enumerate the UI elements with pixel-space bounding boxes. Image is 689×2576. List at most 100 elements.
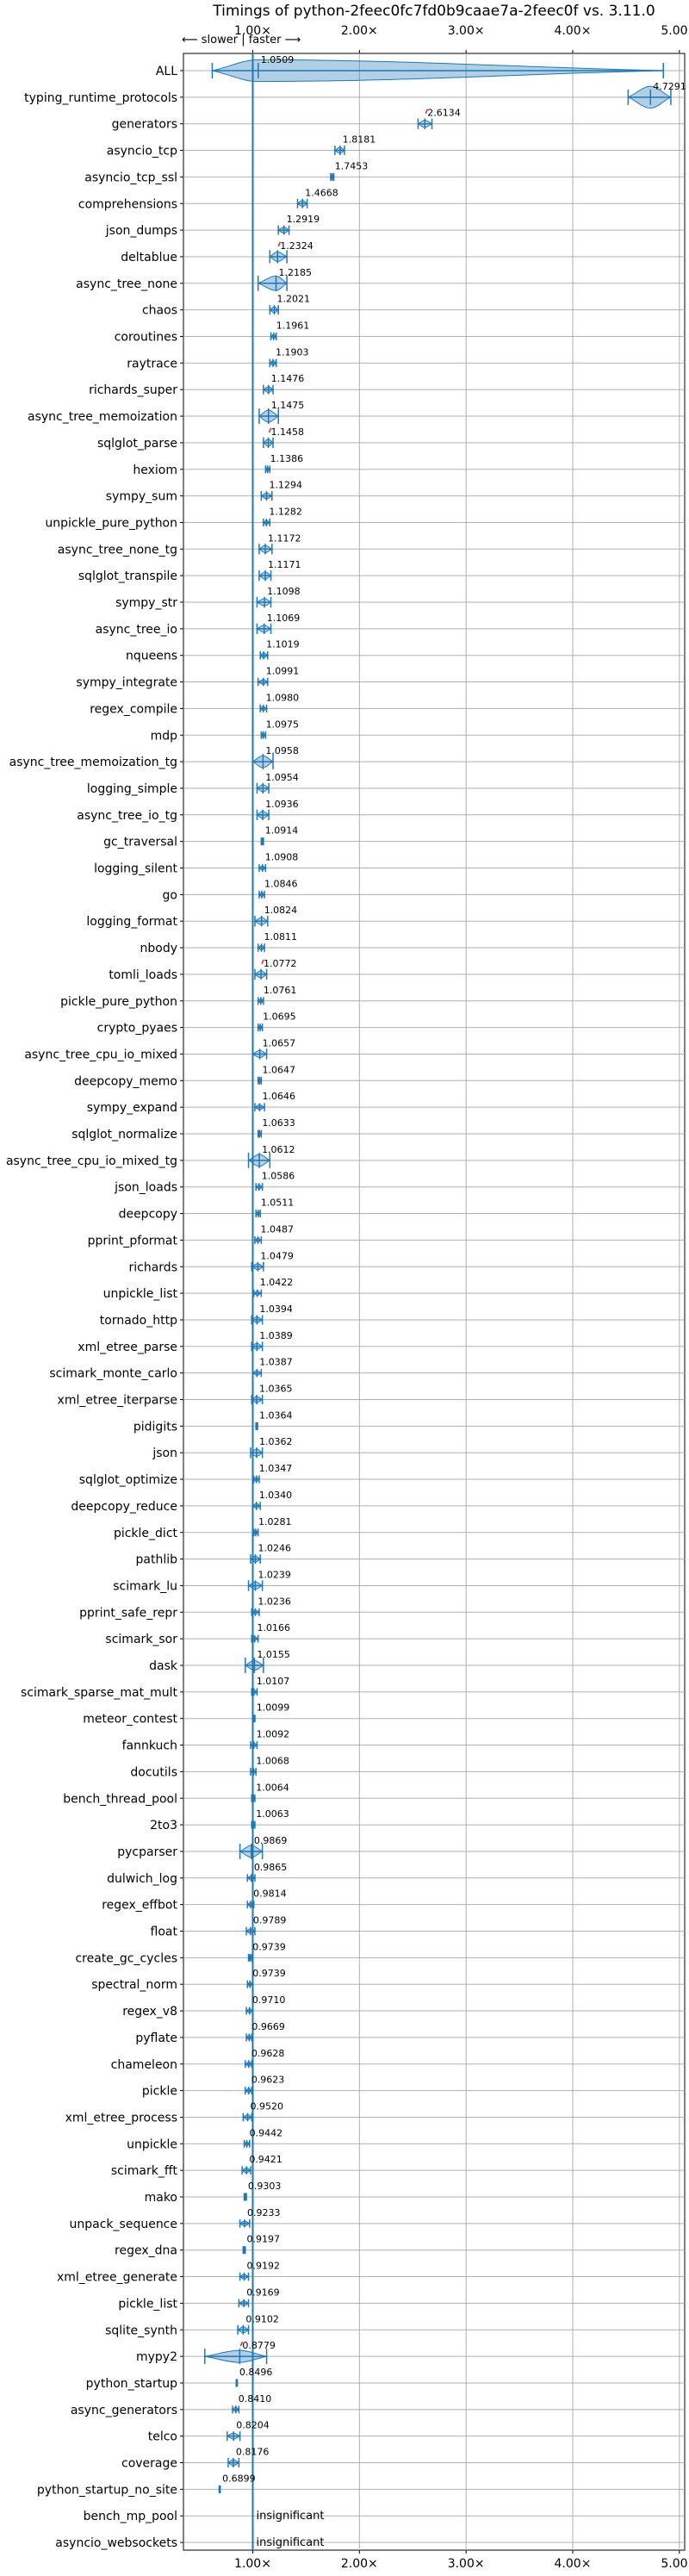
y-tick-label: sqlglot_optimize <box>79 1473 177 1487</box>
y-tick-label: mypy2 <box>136 2350 177 2364</box>
y-tick-label: sqlglot_transpile <box>78 569 177 583</box>
y-tick-label: xml_etree_generate <box>57 2271 177 2285</box>
y-tick-label: richards_super <box>89 383 177 397</box>
y-tick-label: bench_mp_pool <box>84 2510 177 2523</box>
value-label: 1.1069 <box>267 613 301 624</box>
x-tick-label-top: 1.00× <box>234 24 271 38</box>
value-label: 0.9865 <box>254 1862 288 1873</box>
y-tick-label: pickle <box>142 2085 177 2099</box>
value-label: 1.7453 <box>335 160 369 171</box>
value-label: 1.0394 <box>259 1304 293 1315</box>
violin-chaos: 1.2021 <box>269 294 310 315</box>
value-label: 0.9442 <box>250 2127 283 2138</box>
y-tick-label: logging_simple <box>87 782 177 796</box>
violin-sqlglot_normalize: 1.0633 <box>257 1117 295 1138</box>
y-tick-label: unpickle_pure_python <box>45 516 177 530</box>
value-label: 0.9669 <box>251 2021 285 2032</box>
value-label: 1.0155 <box>257 1649 290 1660</box>
value-label: 0.9739 <box>252 1968 286 1979</box>
violin-crypto_pyaes: 1.0695 <box>257 1011 296 1032</box>
violin-xml_etree_parse: 1.0389 <box>251 1330 293 1352</box>
value-label: 0.6899 <box>222 2473 256 2484</box>
value-label: 1.0657 <box>263 1037 296 1048</box>
value-label: 1.0647 <box>263 1064 296 1075</box>
y-tick-label: pycparser <box>117 1845 177 1859</box>
y-tick-label: bench_thread_pool <box>63 1792 177 1806</box>
violin-raytrace: 1.1903 <box>269 346 309 368</box>
x-tick-label-bottom: 2.00× <box>341 2557 378 2571</box>
value-label: 1.2324 <box>280 240 313 252</box>
violin-dask: 1.0155 <box>244 1649 290 1673</box>
violin-hexiom: 1.1386 <box>264 453 303 474</box>
violin-xml_etree_process: 0.9520 <box>242 2100 283 2122</box>
value-label: 1.1019 <box>266 639 300 650</box>
violin-sympy_integrate: 1.0991 <box>257 666 299 687</box>
x-tick-label-top: 5.00× <box>661 24 689 38</box>
violin-async_tree_io: 1.1069 <box>256 613 301 635</box>
value-label: 1.0695 <box>263 1011 296 1023</box>
y-tick-label: sympy_integrate <box>76 676 177 690</box>
violin-pprint_safe_repr: 1.0236 <box>251 1596 291 1616</box>
violin-async_tree_cpu_io_mixed: 1.0657 <box>251 1037 296 1060</box>
violin-coroutines: 1.1961 <box>270 320 310 340</box>
violin-logging_silent: 1.0908 <box>258 852 298 872</box>
value-label: 1.1476 <box>271 373 305 384</box>
value-label: 1.0236 <box>258 1596 291 1607</box>
y-tick-label: spectral_norm <box>91 1978 177 1992</box>
value-label: 1.0099 <box>257 1702 290 1714</box>
x-tick-label-top: 2.00× <box>341 24 378 38</box>
value-label: 1.0347 <box>259 1463 293 1474</box>
y-tick-label: pprint_safe_repr <box>79 1606 177 1620</box>
violin-typing_runtime_protocols: 4.7291 <box>627 81 686 109</box>
value-label: 1.4668 <box>305 187 338 198</box>
value-label: 1.0975 <box>266 719 300 730</box>
x-tick-label-bottom: 3.00× <box>448 2557 485 2571</box>
violin-python_startup: 0.8496 <box>235 2367 272 2387</box>
y-tick-label: comprehensions <box>78 197 177 211</box>
y-tick-label: async_tree_cpu_io_mixed_tg <box>6 1154 177 1168</box>
violin-nqueens: 1.1019 <box>259 639 300 660</box>
violin-async_tree_none_tg: 1.1172 <box>258 532 301 555</box>
value-label: 1.0281 <box>258 1516 292 1528</box>
value-label: 1.1903 <box>276 346 309 358</box>
violin-scimark_lu: 1.0239 <box>247 1569 291 1591</box>
violin-pickle_dict: 1.0281 <box>252 1516 292 1537</box>
y-tick-label: deepcopy <box>119 1208 177 1222</box>
value-label: 0.9789 <box>253 1915 287 1926</box>
y-tick-label: async_tree_none <box>76 277 177 291</box>
violin-json_loads: 1.0586 <box>255 1171 295 1192</box>
value-label: 1.0166 <box>258 1622 291 1633</box>
violin-spectral_norm: 0.9739 <box>246 1968 286 1988</box>
violin-mypy2: 0.8779 <box>204 2340 276 2365</box>
violin-sqlglot_parse: 1.1458 <box>262 426 304 449</box>
value-label: 1.1098 <box>267 586 301 597</box>
y-tick-label: ALL <box>156 65 177 78</box>
value-label: 0.9710 <box>252 1994 286 2006</box>
y-tick-label: docutils <box>130 1765 177 1779</box>
y-tick-label: sympy_expand <box>87 1101 177 1115</box>
value-label: 0.9421 <box>249 2154 282 2165</box>
violin-scimark_sor: 1.0166 <box>251 1622 290 1643</box>
violin-asyncio_tcp: 1.8181 <box>333 134 376 156</box>
y-tick-label: coverage <box>121 2457 177 2471</box>
violin-asyncio_tcp_ssl: 1.7453 <box>330 160 369 181</box>
y-tick-label: pickle_dict <box>114 1527 178 1540</box>
violin-nbody: 1.0811 <box>257 931 297 952</box>
violins: 1.0509 4.7291 2.6134 1.8181 1.7453 1.4668 1.29… <box>204 54 686 2549</box>
value-label: 4.7291 <box>653 81 686 92</box>
value-label: 1.2919 <box>287 214 320 225</box>
y-tick-label: scimark_lu <box>113 1579 177 1593</box>
value-label: 1.0387 <box>259 1357 293 1368</box>
y-tick-label: pyflate <box>135 2032 177 2045</box>
value-label: 1.1172 <box>268 532 301 544</box>
y-tick-label: pickle_list <box>118 2297 177 2311</box>
value-label: 0.9233 <box>247 2207 281 2218</box>
value-label: 0.9814 <box>253 1888 287 1900</box>
violin-fannkuch: 1.0092 <box>250 1729 289 1750</box>
x-tick-label-bottom: 4.00× <box>555 2557 592 2571</box>
violin-async_tree_memoization_tg: 1.0958 <box>251 745 299 770</box>
value-label: 1.0612 <box>262 1144 295 1155</box>
violin-sqlite_synth: 0.9102 <box>237 2313 279 2335</box>
value-label: 1.1961 <box>276 320 310 332</box>
y-tick-label: sqlglot_normalize <box>71 1128 177 1142</box>
